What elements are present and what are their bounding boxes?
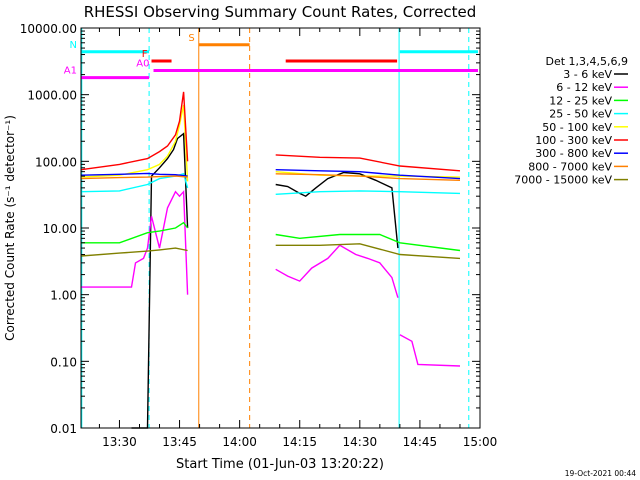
series-line (131, 132, 189, 429)
x-tick-label: 14:30 (343, 435, 378, 449)
legend-label: 800 - 7000 keV (528, 160, 612, 173)
series-line (275, 173, 461, 181)
y-tick-label: 100.00 (35, 155, 77, 169)
legend-title: Det 1,3,4,5,6,9 (545, 55, 628, 68)
y-tick-label: 1000.00 (27, 89, 77, 103)
vertical-markers (81, 28, 470, 428)
state-bar-label: S (188, 33, 194, 44)
x-tick-label: 14:15 (282, 435, 317, 449)
series-line (80, 104, 189, 182)
series-line (275, 190, 461, 195)
plot-frame (80, 27, 481, 429)
state-bar-label: A0 (136, 59, 149, 70)
x-tick-label: 15:00 (463, 435, 498, 449)
series-line (275, 244, 399, 298)
x-tick-label: 13:45 (162, 435, 197, 449)
y-axis: 10000.00 1000.00 100.00 10.00 1.00 0.10 0.01 (20, 22, 480, 436)
series-line (80, 247, 188, 257)
y-tick-label: 0.10 (50, 355, 77, 369)
series-line (275, 233, 461, 252)
series-line (80, 172, 188, 177)
series-lines (80, 91, 461, 429)
legend-label: 7000 - 15000 keV (514, 174, 612, 187)
y-tick-label: 10000.00 (20, 22, 77, 36)
footer-timestamp: 19-Oct-2021 00:44 (565, 469, 636, 478)
series-line (275, 154, 461, 172)
x-tick-label: 14:00 (222, 435, 257, 449)
series-line (80, 175, 188, 180)
x-axis-label: Start Time (01-Jun-03 13:20:22) (176, 457, 384, 472)
legend-label: 12 - 25 keV (549, 94, 612, 107)
legend-label: 300 - 800 keV (535, 147, 612, 160)
legend-label: 3 - 6 keV (563, 68, 612, 81)
legend-label: 50 - 100 keV (542, 121, 612, 134)
y-tick-label: 1.00 (50, 289, 77, 303)
x-tick-label: 13:30 (102, 435, 137, 449)
series-line (80, 172, 189, 193)
legend-label: 6 - 12 keV (556, 81, 612, 94)
state-bars: N S FA0 A1 (64, 33, 478, 80)
series-line (81, 221, 189, 244)
x-axis: 13:30 13:45 14:00 14:15 14:30 14:45 15:00 (98, 28, 498, 449)
legend-label: 25 - 50 keV (549, 108, 612, 121)
legend-label: 100 - 300 keV (535, 134, 612, 147)
state-bar-label: F (142, 49, 148, 60)
series-line (275, 171, 399, 249)
series-line (275, 169, 461, 180)
series-line (399, 334, 461, 367)
y-axis-label: Corrected Count Rate (s⁻¹ detector⁻¹) (3, 115, 17, 341)
y-tick-label: 0.01 (50, 422, 77, 436)
series-line (80, 91, 189, 171)
chart-title: RHESSI Observing Summary Count Rates, Co… (84, 3, 477, 21)
state-bar-label: A1 (64, 66, 77, 77)
y-tick-label: 10.00 (43, 222, 77, 236)
x-tick-label: 14:45 (403, 435, 438, 449)
series-line (275, 243, 461, 260)
state-bar-label: N (70, 40, 77, 51)
